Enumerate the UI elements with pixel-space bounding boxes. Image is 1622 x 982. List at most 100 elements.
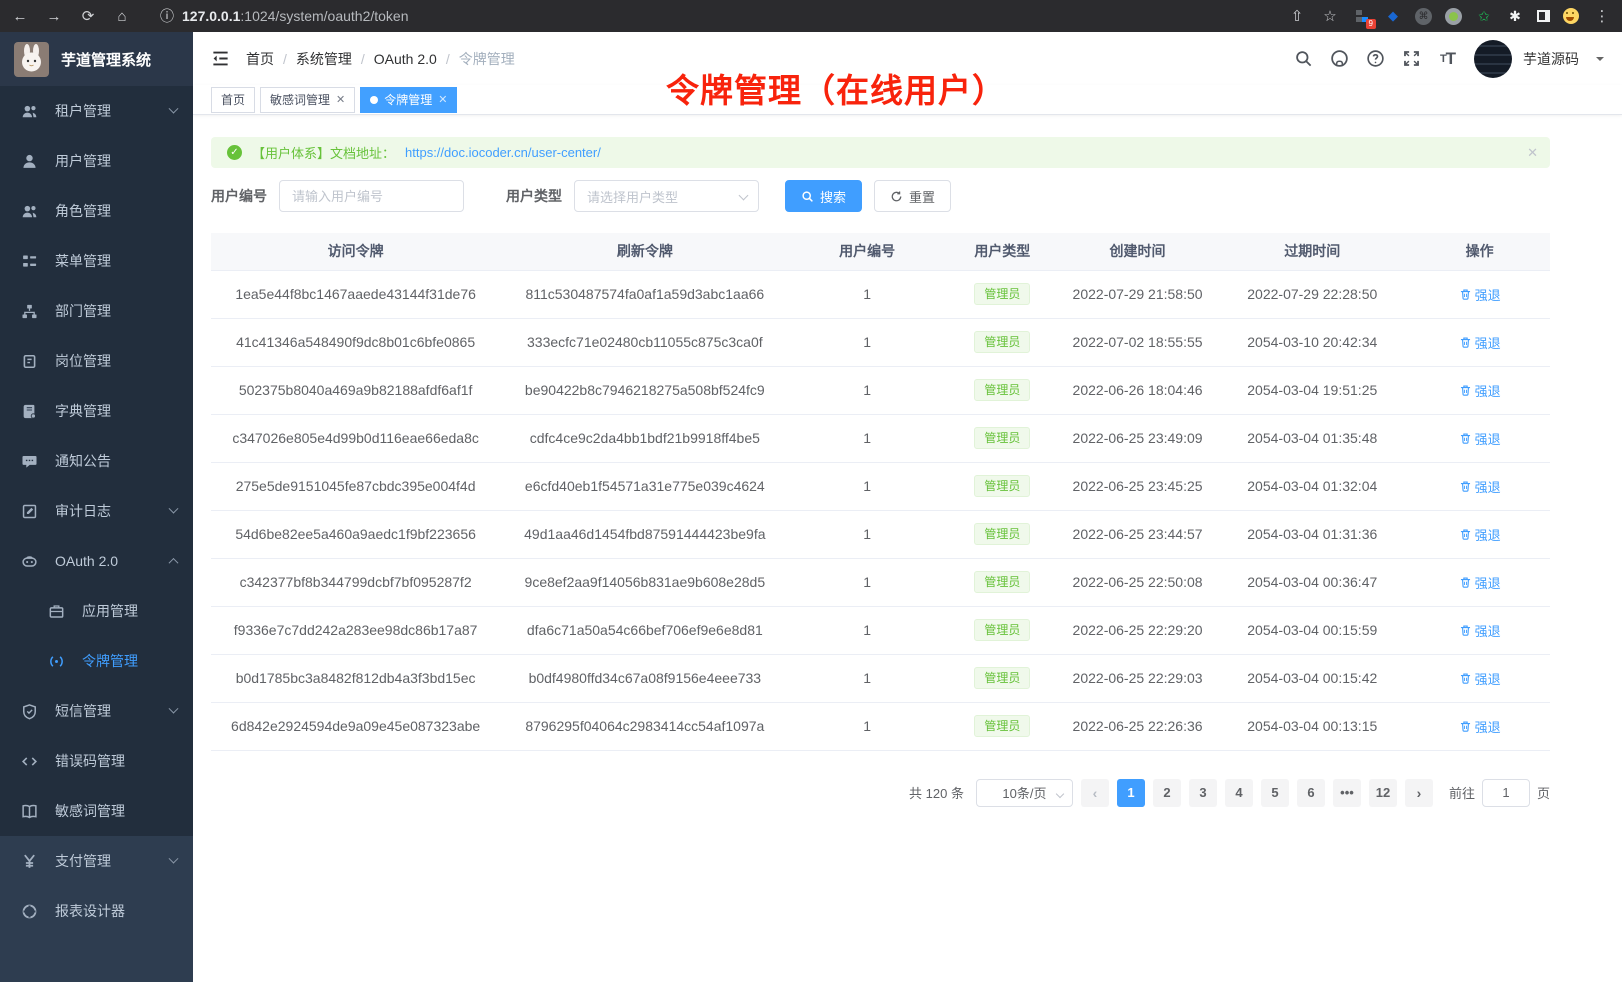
sidebar-item[interactable]: 短信管理 bbox=[0, 686, 193, 736]
share-icon[interactable]: ⇧ bbox=[1290, 8, 1304, 25]
force-logout-button[interactable]: 强退 bbox=[1459, 669, 1501, 688]
site-info-icon[interactable]: ⓘ bbox=[160, 8, 174, 24]
access-token-cell: c342377bf8b344799dcbf7bf095287f2 bbox=[211, 558, 501, 607]
force-logout-button[interactable]: 强退 bbox=[1459, 573, 1501, 592]
view-tab[interactable]: 首页 bbox=[211, 86, 256, 113]
reset-button[interactable]: 重置 bbox=[874, 180, 952, 212]
force-logout-button[interactable]: 强退 bbox=[1459, 381, 1501, 400]
extension-dot-icon[interactable] bbox=[1445, 7, 1462, 25]
back-icon[interactable]: ← bbox=[12, 7, 28, 25]
force-logout-button[interactable]: 强退 bbox=[1459, 525, 1501, 544]
sidebar-item-label: 菜单管理 bbox=[55, 253, 111, 269]
logo-avatar bbox=[14, 41, 49, 77]
sidebar-item[interactable]: 菜单管理 bbox=[0, 236, 193, 286]
breadcrumb-item[interactable]: 系统管理 bbox=[295, 50, 352, 67]
force-logout-button[interactable]: 强退 bbox=[1459, 333, 1501, 352]
user-avatar[interactable] bbox=[1474, 39, 1512, 78]
user-type-cell: 管理员 bbox=[944, 654, 1060, 703]
extension-grid-icon[interactable]: 9 bbox=[1353, 7, 1376, 29]
page-number-button[interactable]: 2 bbox=[1152, 778, 1181, 807]
forward-icon[interactable]: → bbox=[46, 7, 62, 25]
search-button[interactable]: 搜索 bbox=[785, 180, 863, 212]
jump-page-input[interactable] bbox=[1481, 778, 1530, 807]
action-cell: 强退 bbox=[1409, 654, 1550, 703]
view-tab[interactable]: 敏感词管理 ✕ bbox=[260, 86, 356, 113]
sidebar-item[interactable]: 错误码管理 bbox=[0, 736, 193, 786]
tab-close-icon[interactable]: ✕ bbox=[438, 94, 448, 106]
fullscreen-icon[interactable] bbox=[1402, 49, 1421, 68]
user-menu-caret-icon[interactable] bbox=[1596, 56, 1604, 65]
user-id-input[interactable] bbox=[279, 180, 464, 212]
extension-star-icon[interactable]: ✩ bbox=[1478, 7, 1490, 24]
sidebar-item[interactable]: 审计日志 bbox=[0, 486, 193, 536]
prev-page-button[interactable]: ‹ bbox=[1080, 778, 1109, 807]
page-number-button[interactable]: 6 bbox=[1296, 778, 1325, 807]
page-number-button[interactable]: 4 bbox=[1224, 778, 1253, 807]
sidebar-toggle-icon[interactable] bbox=[1537, 10, 1550, 22]
jump-prefix: 前往 bbox=[1448, 786, 1475, 801]
username[interactable]: 芋道源码 bbox=[1523, 50, 1579, 67]
force-logout-button[interactable]: 强退 bbox=[1459, 429, 1501, 448]
sidebar-item[interactable]: 用户管理 bbox=[0, 136, 193, 186]
breadcrumb-separator: / bbox=[283, 50, 287, 67]
page-number-button[interactable]: 5 bbox=[1260, 778, 1289, 807]
create-time-cell: 2022-06-25 23:49:09 bbox=[1059, 414, 1216, 463]
sidebar-item[interactable]: 角色管理 bbox=[0, 186, 193, 236]
sidebar-item[interactable]: 租户管理 bbox=[0, 86, 193, 136]
force-logout-button[interactable]: 强退 bbox=[1459, 477, 1501, 496]
user-id-cell: 1 bbox=[789, 414, 945, 463]
page-ellipsis-button[interactable]: ••• bbox=[1332, 778, 1361, 807]
tab-close-icon[interactable]: ✕ bbox=[336, 94, 346, 106]
user-id-cell: 1 bbox=[789, 366, 945, 415]
sidebar-item[interactable]: 通知公告 bbox=[0, 436, 193, 486]
sidebar-item[interactable]: 敏感词管理 bbox=[0, 786, 193, 836]
sidebar-item-label: 角色管理 bbox=[55, 203, 111, 219]
force-logout-button[interactable]: 强退 bbox=[1459, 285, 1501, 304]
page-number-button[interactable]: 3 bbox=[1188, 778, 1217, 807]
alert-doc-link[interactable]: https://doc.iocoder.cn/user-center/ bbox=[405, 145, 601, 160]
next-page-button[interactable]: › bbox=[1404, 778, 1433, 807]
sidebar-item[interactable]: 字典管理 bbox=[0, 386, 193, 436]
sidebar-item[interactable]: 报表设计器 bbox=[0, 886, 193, 936]
extension-gem-icon[interactable]: ◆ bbox=[1388, 8, 1398, 23]
table-row: 6d842e2924594de9a09e45e087323abe 8796295f… bbox=[211, 702, 1550, 751]
breadcrumb-item[interactable]: OAuth 2.0 bbox=[373, 50, 437, 67]
sidebar-item[interactable]: 令牌管理 bbox=[0, 636, 193, 686]
browser-chrome: ← → ⟳ ⌂ ⓘ 127.0.0.1:1024/system/oauth2/t… bbox=[0, 0, 1622, 32]
page-size-select[interactable]: 10条/页 bbox=[975, 778, 1073, 807]
view-tab[interactable]: 令牌管理 ✕ bbox=[360, 86, 458, 113]
browser-menu-icon[interactable]: ⋮ bbox=[1594, 8, 1610, 25]
bookmark-star-icon[interactable]: ☆ bbox=[1323, 8, 1337, 25]
home-icon[interactable]: ⌂ bbox=[117, 7, 127, 25]
action-cell: 强退 bbox=[1409, 270, 1550, 319]
sidebar-item[interactable]: 支付管理 bbox=[0, 836, 193, 886]
alert-close-icon[interactable]: ✕ bbox=[1527, 144, 1538, 160]
extension-pin-icon[interactable]: ✱ bbox=[1509, 7, 1521, 24]
sidebar-item-label: 部门管理 bbox=[55, 303, 111, 319]
page-number-button[interactable]: 1 bbox=[1116, 778, 1145, 807]
app-briefcase-icon bbox=[48, 603, 65, 620]
search-icon[interactable] bbox=[1294, 49, 1313, 68]
github-icon[interactable] bbox=[1330, 49, 1349, 68]
force-logout-button[interactable]: 强退 bbox=[1459, 717, 1501, 736]
extension-command-icon[interactable]: ⌘ bbox=[1415, 7, 1432, 25]
profile-emoji-icon[interactable] bbox=[1563, 8, 1579, 24]
breadcrumb-item[interactable]: 首页 bbox=[246, 50, 274, 67]
address-bar[interactable]: ⓘ 127.0.0.1:1024/system/oauth2/token bbox=[146, 6, 1273, 26]
access-token-cell: c347026e805e4d99b0d116eae66eda8c bbox=[211, 414, 501, 463]
user-type-cell: 管理员 bbox=[944, 366, 1060, 415]
app-logo[interactable]: 芋道管理系统 bbox=[0, 32, 193, 86]
force-logout-button[interactable]: 强退 bbox=[1459, 621, 1501, 640]
action-cell: 强退 bbox=[1409, 558, 1550, 607]
sidebar-item[interactable]: 应用管理 bbox=[0, 586, 193, 636]
sidebar-fold-icon[interactable] bbox=[211, 49, 230, 68]
user-type-select[interactable]: 请选择用户类型 bbox=[574, 180, 759, 212]
sidebar-item[interactable]: 岗位管理 bbox=[0, 336, 193, 386]
help-icon[interactable] bbox=[1366, 49, 1385, 68]
sidebar-item[interactable]: 部门管理 bbox=[0, 286, 193, 336]
page-number-button[interactable]: 12 bbox=[1368, 778, 1397, 807]
reload-icon[interactable]: ⟳ bbox=[81, 8, 95, 25]
sidebar-item[interactable]: OAuth 2.0 bbox=[0, 536, 193, 586]
